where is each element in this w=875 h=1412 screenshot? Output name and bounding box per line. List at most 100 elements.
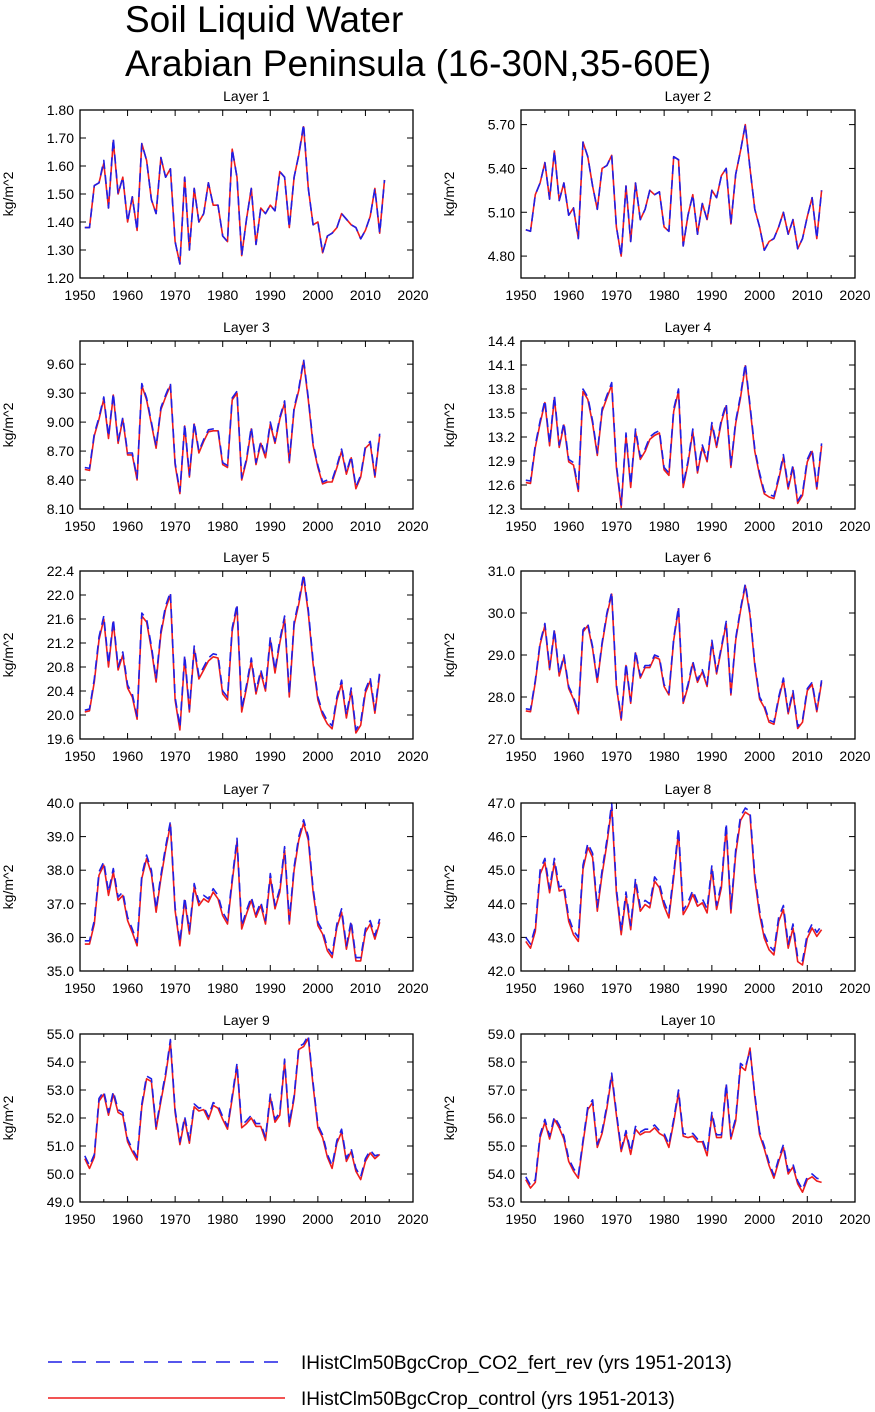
y-tick-label: 55.0 <box>47 1026 74 1042</box>
series-co2-fert-line <box>84 1034 380 1178</box>
x-tick-label: 2000 <box>302 518 333 534</box>
panel-title: Layer 6 <box>665 549 712 565</box>
y-tick-label: 14.1 <box>488 357 515 373</box>
x-tick-label: 1990 <box>696 980 727 996</box>
legend-label-exp: IHistClm50BgcCrop_CO2_fert_rev (yrs 1951… <box>301 1353 732 1374</box>
x-tick-label: 2010 <box>792 287 823 303</box>
y-tick-label: 14.4 <box>488 333 515 349</box>
series-co2-fert-line <box>525 802 823 962</box>
y-tick-label: 5.40 <box>488 160 515 176</box>
plot-frame <box>520 109 856 279</box>
x-tick-label: 1990 <box>255 1211 286 1227</box>
series-control-line <box>525 806 823 966</box>
panel-title: Layer 8 <box>665 781 712 797</box>
y-tick-label: 53.0 <box>47 1082 74 1098</box>
x-tick-label: 2010 <box>350 1211 381 1227</box>
x-tick-label: 1970 <box>160 287 191 303</box>
x-tick-label: 2010 <box>792 1211 823 1227</box>
y-tick-label: 21.2 <box>47 635 74 651</box>
y-tick-label: 49.0 <box>47 1194 74 1210</box>
y-tick-label: 35.0 <box>47 963 74 979</box>
x-tick-label: 1990 <box>696 287 727 303</box>
series-co2-fert-line <box>84 358 381 493</box>
x-tick-label: 2020 <box>397 1211 428 1227</box>
y-axis-label: kg/m^2 <box>441 171 457 216</box>
y-tick-label: 42.0 <box>488 963 515 979</box>
series-control-line <box>525 123 823 257</box>
y-tick-label: 52.0 <box>47 1110 74 1126</box>
y-tick-label: 46.0 <box>488 829 515 845</box>
y-tick-label: 22.4 <box>47 563 74 579</box>
series-co2-fert-line <box>525 123 823 257</box>
y-axis-label: kg/m^2 <box>441 402 457 447</box>
series-control-line <box>84 126 386 265</box>
y-tick-label: 27.0 <box>488 731 515 747</box>
y-tick-label: 40.0 <box>47 795 74 811</box>
panel-layer-7: Layer 7 kg/m^2 1950 1960 1970 1980 1990 2000 201… <box>0 781 429 996</box>
y-tick-label: 8.10 <box>47 501 74 517</box>
x-tick-label: 1960 <box>112 1211 143 1227</box>
x-tick-label: 1970 <box>160 748 191 764</box>
x-tick-label: 2010 <box>350 518 381 534</box>
series-control-line <box>525 364 823 509</box>
x-tick-label: 1990 <box>255 518 286 534</box>
series-co2-fert-line <box>525 1050 822 1191</box>
y-tick-label: 44.0 <box>488 896 515 912</box>
y-tick-label: 5.70 <box>488 117 515 133</box>
y-tick-label: 47.0 <box>488 795 515 811</box>
x-tick-label: 2020 <box>839 748 870 764</box>
y-tick-label: 4.80 <box>488 248 515 264</box>
series-co2-fert-line <box>84 818 381 959</box>
panel-title: Layer 9 <box>223 1012 270 1028</box>
plot-frame <box>520 570 856 740</box>
x-tick-label: 2010 <box>350 748 381 764</box>
y-tick-label: 9.60 <box>47 356 74 372</box>
y-axis-label: kg/m^2 <box>0 632 16 677</box>
panel-layer-4: Layer 4 kg/m^2 1950 1960 1970 1980 1990 2000 201… <box>441 319 871 534</box>
y-tick-label: 31.0 <box>488 563 515 579</box>
y-tick-label: 51.0 <box>47 1138 74 1154</box>
y-tick-label: 30.0 <box>488 605 515 621</box>
x-tick-label: 1960 <box>112 518 143 534</box>
x-tick-label: 2010 <box>792 748 823 764</box>
x-tick-label: 1980 <box>207 1211 238 1227</box>
panels-group: Layer 1 kg/m^2 1950 1960 1970 1980 1990 2000 201… <box>0 88 871 1227</box>
x-tick-label: 2000 <box>744 748 775 764</box>
y-tick-label: 22.0 <box>47 587 74 603</box>
y-tick-label: 8.70 <box>47 443 74 459</box>
plot-frame <box>520 1033 856 1203</box>
y-axis-label: kg/m^2 <box>441 864 457 909</box>
y-tick-label: 28.0 <box>488 689 515 705</box>
y-tick-label: 9.30 <box>47 385 74 401</box>
x-tick-label: 1990 <box>255 980 286 996</box>
y-tick-label: 54.0 <box>47 1054 74 1070</box>
x-tick-label: 2020 <box>839 1211 870 1227</box>
series-co2-fert-line <box>84 573 381 731</box>
panel-layer-6: Layer 6 kg/m^2 1950 1960 1970 1980 1990 2000 201… <box>441 549 871 764</box>
legend: IHistClm50BgcCrop_CO2_fert_rev (yrs 1951… <box>48 1353 732 1410</box>
x-tick-label: 2010 <box>350 287 381 303</box>
y-tick-label: 5.10 <box>488 204 515 220</box>
x-tick-label: 1950 <box>505 980 536 996</box>
series-co2-fert-line <box>84 123 386 265</box>
x-tick-label: 2010 <box>350 980 381 996</box>
x-tick-label: 1960 <box>112 980 143 996</box>
x-tick-label: 1980 <box>207 518 238 534</box>
x-tick-label: 2020 <box>397 980 428 996</box>
y-tick-label: 13.8 <box>488 381 515 397</box>
y-tick-label: 37.0 <box>47 896 74 912</box>
x-tick-label: 2020 <box>839 287 870 303</box>
y-tick-label: 38.0 <box>47 862 74 878</box>
x-tick-label: 1990 <box>696 518 727 534</box>
x-tick-label: 1960 <box>553 980 584 996</box>
figure-title-line-1: Soil Liquid Water <box>125 0 403 40</box>
x-tick-label: 1980 <box>649 518 680 534</box>
y-tick-label: 39.0 <box>47 829 74 845</box>
y-axis-label: kg/m^2 <box>0 402 16 447</box>
x-tick-label: 2000 <box>744 980 775 996</box>
y-tick-label: 1.70 <box>47 130 74 146</box>
x-tick-label: 1990 <box>696 748 727 764</box>
x-tick-label: 1980 <box>207 748 238 764</box>
y-axis-label: kg/m^2 <box>441 632 457 677</box>
x-tick-label: 1980 <box>649 1211 680 1227</box>
